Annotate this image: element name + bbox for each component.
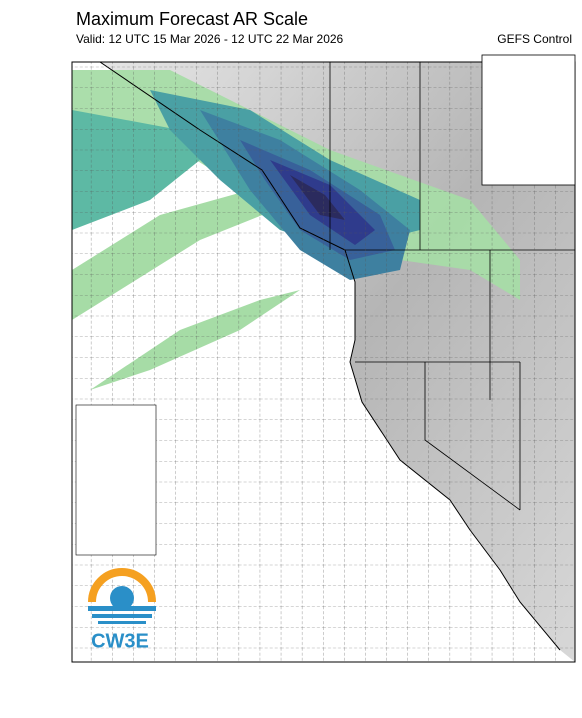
qpf-legend-box — [75, 404, 157, 556]
model-label: GEFS Control — [497, 32, 572, 46]
ar-legend-box — [481, 54, 576, 186]
logo-text: CW3E — [91, 630, 149, 652]
title: Maximum Forecast AR Scale — [76, 9, 308, 29]
subtitle: Valid: 12 UTC 15 Mar 2026 - 12 UTC 22 Ma… — [76, 32, 344, 46]
logo — [88, 568, 156, 624]
